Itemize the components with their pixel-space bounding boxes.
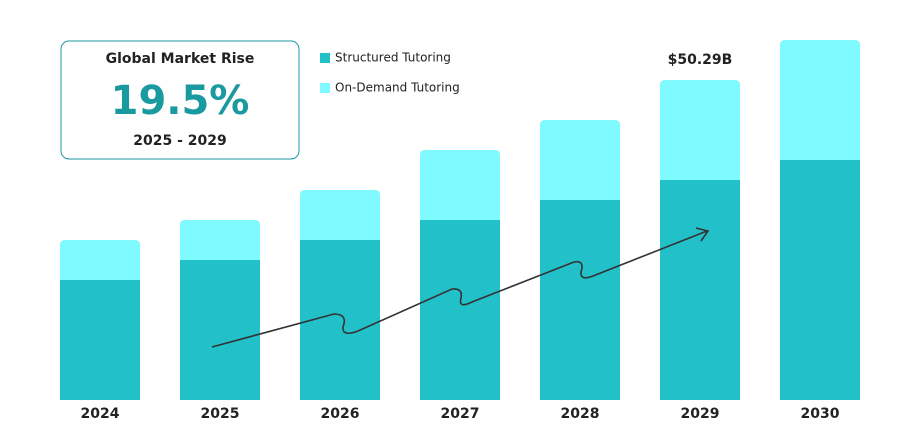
x-tick-label: 2025: [201, 406, 240, 422]
trend-arrow: [211, 227, 710, 348]
callout-title: Global Market Rise: [106, 51, 255, 67]
x-tick-label: 2027: [441, 406, 480, 422]
bar-segment: [60, 239, 140, 280]
bar-segment: [660, 80, 740, 181]
legend-swatch: [320, 83, 330, 93]
bar-segment: [660, 180, 740, 400]
bar-segment: [180, 220, 260, 261]
annotation: $50.29B: [668, 52, 733, 68]
bars: [60, 40, 860, 400]
legend-label: On-Demand Tutoring: [335, 81, 460, 95]
x-tick-label: 2024: [81, 406, 120, 422]
x-tick-label: 2030: [801, 406, 840, 422]
bar-segment: [420, 220, 500, 400]
bar-segment: [540, 120, 620, 201]
x-tick-label: 2029: [681, 406, 720, 422]
legend-label: Structured Tutoring: [335, 51, 451, 65]
callout-box: [60, 40, 300, 160]
callout-value: 19.5%: [111, 78, 250, 124]
arrow-head: [695, 227, 710, 242]
callout-period: 2025 - 2029: [133, 133, 227, 149]
legend-swatch: [320, 53, 330, 63]
bar-segment: [180, 260, 260, 400]
bar-segment: [300, 239, 380, 400]
bar-segment: [300, 189, 380, 240]
bar-segment: [60, 280, 140, 400]
bar-segment: [540, 200, 620, 400]
bar-segment: [780, 160, 860, 400]
x-tick-label: 2028: [561, 406, 600, 422]
bar-segment: [420, 150, 500, 220]
trend-line: [211, 230, 708, 348]
bar-segment: [780, 40, 860, 160]
x-tick-label: 2026: [321, 406, 360, 422]
